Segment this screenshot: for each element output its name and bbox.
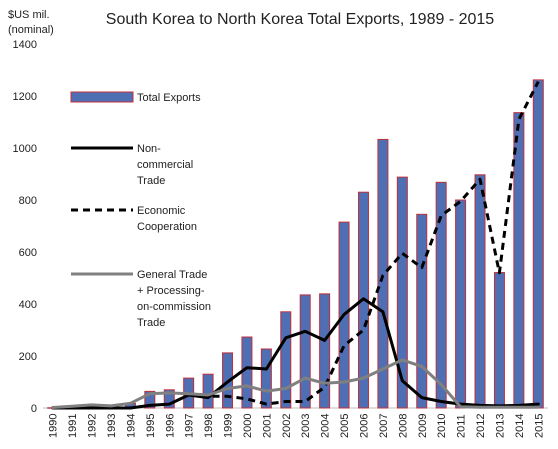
bar	[435, 181, 447, 409]
x-tick-label: 2011	[456, 414, 468, 438]
x-tick-label: 1996	[164, 414, 176, 438]
x-tick-label: 2013	[494, 414, 506, 438]
x-tick-label: 1995	[145, 414, 157, 438]
x-tick-label: 2015	[533, 414, 545, 438]
bar	[396, 176, 408, 409]
x-tick-label: 1997	[184, 414, 196, 438]
bar	[319, 293, 331, 409]
x-tick-label: 2006	[358, 414, 370, 438]
legend-label-line-3: on-commission	[137, 301, 211, 313]
x-tick-label: 2009	[417, 414, 429, 438]
y-tick-label: 200	[19, 351, 37, 363]
legend-label-line-1: commercial	[137, 159, 193, 171]
legend-label-line-3: + Processing-	[137, 285, 205, 297]
y-axis-label-line1: $US mil.	[8, 9, 50, 21]
plot-area: 0 200 400 600 800 1000 1200 1400 1990 1991 1992 199…	[13, 39, 548, 438]
x-tick-label: 1992	[87, 414, 99, 438]
x-tick-label: 2010	[436, 414, 448, 438]
x-tick-label: 1994	[125, 414, 137, 438]
line-series-2	[188, 81, 540, 406]
x-tick-label: 2008	[397, 414, 409, 438]
legend-label-line-2: Economic	[137, 205, 186, 217]
line-series-3	[51, 358, 540, 409]
x-tick-label: 1991	[67, 414, 79, 438]
bar	[416, 213, 428, 409]
y-tick-label: 400	[19, 299, 37, 311]
x-tick-label: 2005	[339, 414, 351, 438]
y-tick-label: 0	[31, 403, 37, 415]
x-tick-label: 2007	[378, 414, 390, 438]
legend: Total Exports Non-commercial Trade Economic…	[70, 91, 211, 329]
y-axis-label-line2: (nominal)	[8, 24, 54, 36]
bar	[455, 199, 467, 409]
x-tick-label: 2001	[261, 414, 273, 438]
bar	[532, 79, 544, 409]
legend-label-line-1: Non-	[137, 143, 161, 155]
legend-label-line-3: General Trade	[137, 269, 207, 281]
bar	[163, 389, 175, 409]
y-tick-label: 1200	[13, 91, 37, 103]
x-tick-label: 1993	[106, 414, 118, 438]
x-tick-label: 2014	[514, 414, 526, 438]
x-tick-label: 1998	[203, 414, 215, 438]
x-tick-label: 2003	[300, 414, 312, 438]
x-tick-label: 2012	[475, 414, 487, 438]
bar	[474, 174, 486, 409]
bar	[202, 373, 214, 409]
bar	[513, 112, 525, 409]
legend-label-line-1: Trade	[137, 175, 165, 187]
x-tick-label: 2004	[320, 414, 332, 438]
bar	[260, 348, 272, 409]
x-tick-label: 2000	[242, 414, 254, 438]
legend-label-line-3: Trade	[137, 317, 165, 329]
y-tick-label: 800	[19, 195, 37, 207]
legend-label-line-2: Cooperation	[137, 221, 197, 233]
x-tick-label: 2002	[281, 414, 293, 438]
bar	[493, 272, 505, 409]
bar	[144, 390, 156, 409]
chart-title: South Korea to North Korea Total Exports…	[106, 11, 494, 28]
x-tick-label: 1990	[48, 414, 60, 438]
bar	[377, 138, 389, 409]
y-tick-label: 1400	[13, 39, 37, 51]
bar	[299, 294, 311, 409]
y-tick-label: 1000	[13, 143, 37, 155]
bar	[280, 311, 292, 409]
x-tick-label: 1999	[223, 414, 235, 438]
legend-label-bar: Total Exports	[137, 92, 201, 104]
y-tick-label: 600	[19, 247, 37, 259]
legend-swatch-bar	[70, 91, 134, 103]
